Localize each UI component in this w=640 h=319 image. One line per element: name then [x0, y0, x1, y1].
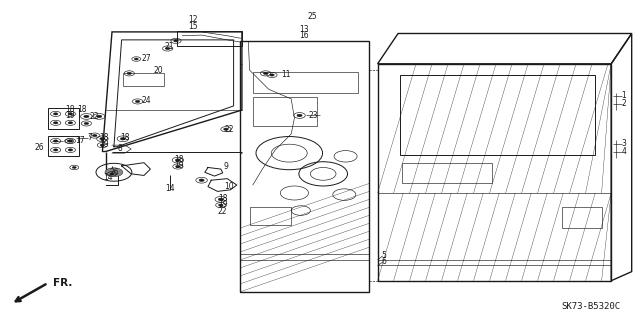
Circle shape [68, 149, 73, 151]
Text: 18: 18 [218, 194, 227, 203]
Text: 5: 5 [381, 251, 387, 260]
Text: 18: 18 [66, 105, 75, 114]
Circle shape [175, 165, 180, 168]
Circle shape [68, 122, 73, 124]
Text: 4: 4 [621, 147, 627, 156]
Bar [253, 72, 358, 93]
Circle shape [223, 128, 228, 130]
Circle shape [92, 134, 97, 137]
Circle shape [127, 72, 132, 75]
Text: 18: 18 [99, 133, 108, 142]
Circle shape [175, 159, 180, 161]
Bar [253, 97, 317, 126]
Circle shape [100, 137, 105, 140]
Circle shape [134, 58, 138, 60]
Text: 19: 19 [65, 111, 76, 120]
Text: 16: 16 [299, 31, 309, 40]
Text: 19: 19 [218, 200, 228, 209]
Text: 18: 18 [121, 133, 130, 142]
Text: SK73-B5320C: SK73-B5320C [562, 302, 621, 311]
Text: 3: 3 [621, 139, 627, 148]
Text: 18: 18 [77, 105, 86, 114]
Text: FR.: FR. [53, 278, 72, 288]
Circle shape [100, 144, 105, 146]
Text: 22: 22 [90, 112, 99, 121]
Circle shape [72, 167, 76, 168]
Text: 19: 19 [174, 161, 184, 170]
Text: 25: 25 [307, 12, 317, 21]
Circle shape [53, 122, 58, 124]
Text: 23: 23 [308, 111, 319, 120]
Bar [402, 163, 492, 183]
Text: 8: 8 [117, 145, 122, 153]
Text: 18: 18 [175, 155, 184, 164]
Text: 24: 24 [141, 96, 151, 105]
Circle shape [84, 115, 89, 118]
Text: 14: 14 [164, 184, 175, 193]
Text: 27: 27 [141, 54, 151, 63]
Text: 17: 17 [75, 137, 85, 145]
Bar [48, 108, 79, 129]
Circle shape [297, 114, 302, 117]
Circle shape [53, 149, 58, 151]
Bar [48, 136, 79, 156]
Circle shape [199, 179, 204, 182]
Text: 22: 22 [225, 125, 234, 134]
Bar [123, 73, 164, 86]
Text: 10: 10 [224, 182, 234, 191]
Text: 11: 11 [282, 70, 291, 79]
Text: 26: 26 [109, 168, 119, 177]
Circle shape [165, 47, 170, 50]
Text: 19: 19 [99, 140, 109, 149]
Circle shape [53, 113, 58, 115]
Circle shape [135, 100, 140, 103]
Circle shape [173, 40, 179, 42]
Circle shape [110, 173, 114, 175]
Text: 7: 7 [87, 133, 92, 142]
Text: 21: 21 [165, 42, 174, 51]
Text: 26: 26 [35, 143, 45, 152]
Circle shape [269, 74, 275, 76]
Circle shape [120, 137, 125, 140]
Circle shape [105, 168, 123, 177]
Circle shape [84, 122, 89, 125]
Circle shape [97, 115, 102, 118]
Text: 13: 13 [299, 25, 309, 34]
Text: 22: 22 [218, 207, 227, 216]
Circle shape [218, 204, 223, 206]
Bar [562, 207, 602, 228]
Text: 12: 12 [189, 15, 198, 24]
Text: 15: 15 [188, 22, 198, 31]
Text: 2: 2 [621, 99, 627, 108]
Text: 14: 14 [102, 173, 113, 182]
Circle shape [68, 140, 73, 142]
Circle shape [68, 113, 73, 115]
Circle shape [218, 198, 223, 201]
Circle shape [67, 140, 71, 142]
Text: 20: 20 [154, 66, 164, 75]
Text: 1: 1 [621, 91, 627, 100]
Bar [177, 31, 242, 46]
Circle shape [53, 140, 58, 142]
Bar [250, 207, 291, 225]
Text: 9: 9 [223, 162, 228, 171]
Bar [400, 75, 595, 155]
Text: 6: 6 [381, 257, 387, 266]
Circle shape [263, 72, 268, 75]
